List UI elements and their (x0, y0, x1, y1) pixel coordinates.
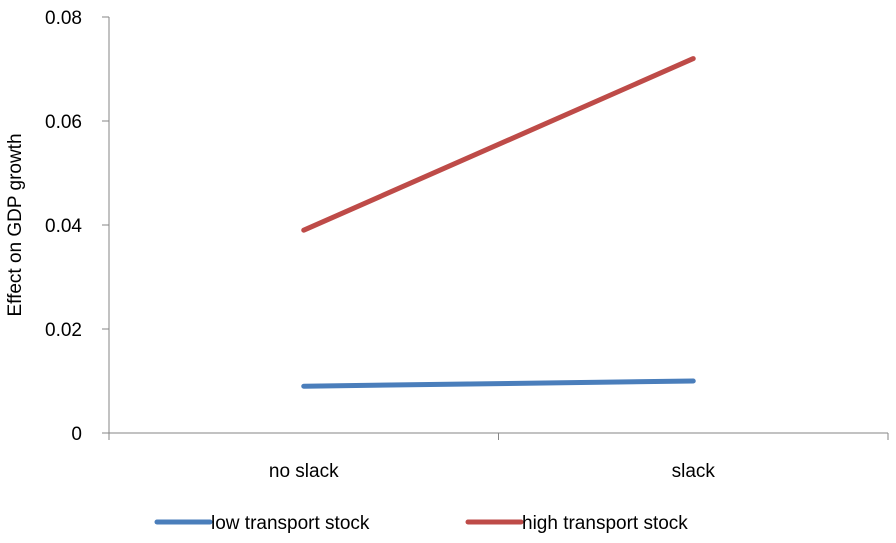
x-tick-label: no slack (269, 461, 339, 482)
legend-label: high transport stock (522, 513, 688, 534)
series-lines (301, 56, 696, 389)
series-line-low-transport-stock (301, 378, 696, 389)
axes: 0 0.02 0.04 0.06 0.08 no slack slack Effect on … (5, 8, 889, 482)
y-tick-label: 0.04 (45, 216, 82, 237)
legend-label: low transport stock (211, 513, 370, 534)
series-line-high-transport-stock (301, 56, 696, 233)
y-tick-label: 0.08 (45, 8, 82, 29)
y-axis-title: Effect on GDP growth (5, 133, 26, 316)
y-tick-label: 0 (71, 424, 82, 445)
legend: low transport stock high transport stock (154, 513, 688, 534)
y-tick-label: 0.02 (45, 320, 82, 341)
y-tick-label: 0.06 (45, 112, 82, 133)
x-tick-label: slack (672, 461, 716, 482)
